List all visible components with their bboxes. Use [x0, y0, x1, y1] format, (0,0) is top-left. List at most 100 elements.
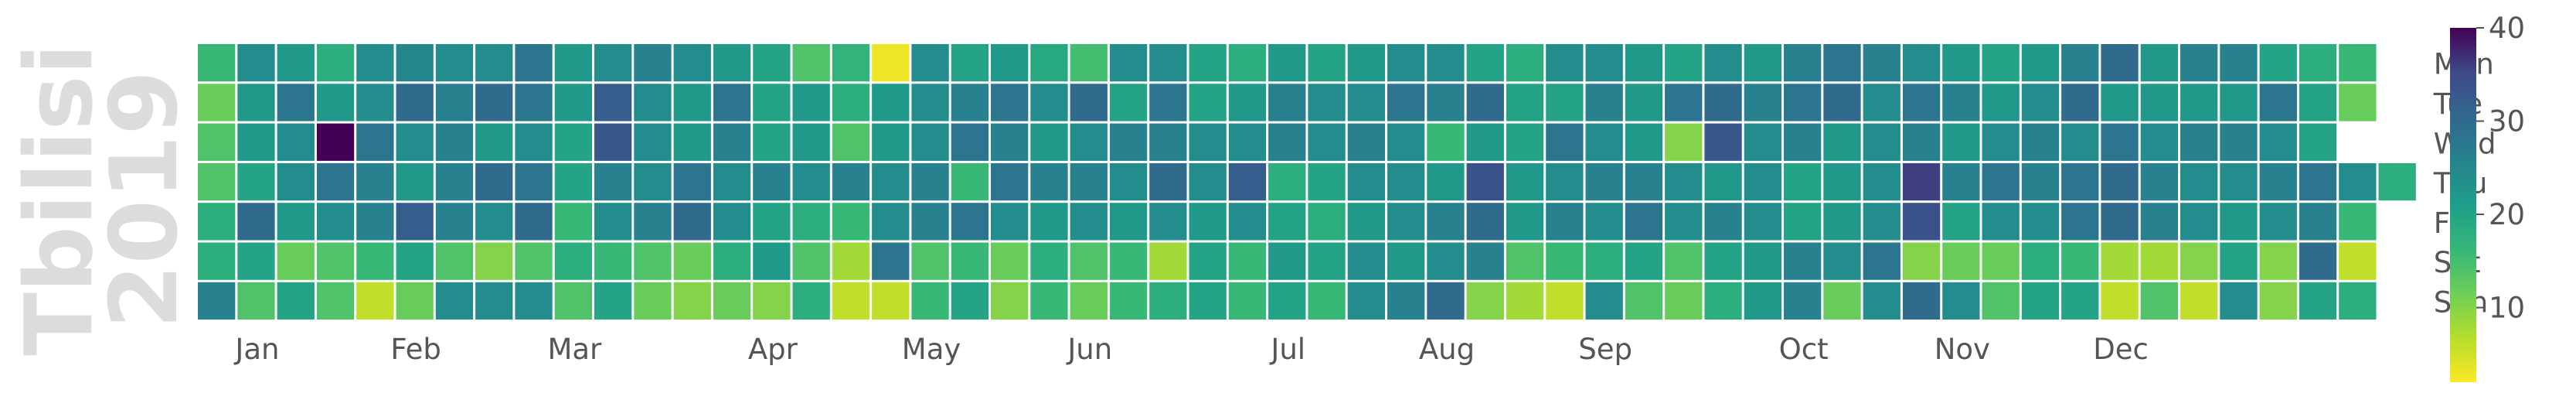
- heatmap-cell: [1863, 203, 1901, 241]
- heatmap-cell: [515, 282, 553, 320]
- heatmap-cell: [1863, 282, 1901, 320]
- heatmap-cell: [1625, 242, 1663, 280]
- heatmap-cell: [991, 44, 1029, 82]
- heatmap-cell: [1387, 203, 1425, 241]
- heatmap-cell: [792, 282, 830, 320]
- heatmap-cell: [1109, 123, 1148, 161]
- heatmap-cell: [1902, 282, 1941, 320]
- heatmap-cell: [1228, 242, 1267, 280]
- heatmap-cell: [1863, 123, 1901, 161]
- heatmap-cell: [1070, 282, 1108, 320]
- heatmap-cell: [396, 84, 434, 121]
- heatmap-cell: [1347, 44, 1385, 82]
- heatmap-cell: [1387, 242, 1425, 280]
- heatmap-cell: [2021, 162, 2060, 201]
- heatmap-cell: [1506, 282, 1544, 320]
- heatmap-cell: [198, 203, 236, 241]
- heatmap-cell: [1149, 84, 1187, 121]
- colorbar-gradient: [2450, 28, 2476, 382]
- heatmap-cell: [1982, 84, 2020, 121]
- heatmap-cell: [2339, 203, 2377, 241]
- month-label: Mar: [547, 333, 602, 366]
- heatmap-cell: [1308, 162, 1346, 201]
- heatmap-cell: [792, 44, 830, 82]
- heatmap-cell: [1308, 84, 1346, 121]
- heatmap-cell: [2259, 44, 2297, 82]
- heatmap-cell: [2180, 282, 2218, 320]
- heatmap-cell: [713, 123, 751, 161]
- heatmap-cell: [396, 162, 434, 201]
- heatmap-cell: [1030, 242, 1068, 280]
- heatmap-cell: [1109, 84, 1148, 121]
- heatmap-cell: [316, 44, 355, 82]
- heatmap-cell: [554, 44, 592, 82]
- heatmap-cell: [1665, 162, 1703, 201]
- heatmap-cell: [1466, 282, 1504, 320]
- heatmap-cell: [435, 282, 474, 320]
- heatmap-cell: [1902, 162, 1941, 201]
- heatmap-cell: [475, 44, 513, 82]
- heatmap-cell: [1189, 282, 1227, 320]
- heatmap-cell: [2101, 123, 2139, 161]
- heatmap-cell: [1149, 242, 1187, 280]
- heatmap-cell: [713, 84, 751, 121]
- heatmap-cell: [554, 242, 592, 280]
- heatmap-cell: [832, 203, 870, 241]
- heatmap-cell: [1784, 44, 1822, 82]
- colorbar-ticks: 10 20 30 40: [2476, 12, 2525, 325]
- heatmap-cell: [1744, 242, 1781, 280]
- heatmap-cell: [594, 242, 632, 280]
- heatmap-cell: [2180, 44, 2218, 82]
- heatmap-cell: [1784, 123, 1822, 161]
- heatmap-cell: [237, 203, 275, 241]
- heatmap-cell: [1149, 44, 1187, 82]
- heatmap-cell: [1585, 84, 1623, 121]
- heatmap-cell: [1268, 123, 1306, 161]
- heatmap-cell: [911, 123, 949, 161]
- heatmap-cell: [1506, 84, 1544, 121]
- month-label: Nov: [1935, 333, 1990, 366]
- heatmap-cell: [1427, 242, 1465, 280]
- heatmap-cell: [1347, 282, 1385, 320]
- heatmap-cell: [1823, 242, 1861, 280]
- heatmap-cell: [396, 282, 434, 320]
- heatmap-cell: [2220, 203, 2258, 241]
- heatmap-cell: [2299, 123, 2337, 161]
- heatmap-cell: [396, 242, 434, 280]
- heatmap-cell: [2140, 203, 2178, 241]
- heatmap-cell: [1070, 44, 1108, 82]
- heatmap-cell: [1982, 123, 2020, 161]
- heatmap-cell: [1387, 162, 1425, 201]
- heatmap-cell: [634, 84, 672, 121]
- heatmap-cell: [2259, 203, 2297, 241]
- heatmap-cell: [951, 203, 989, 241]
- heatmap-cell: [515, 162, 553, 201]
- heatmap-cell: [634, 162, 672, 201]
- heatmap-cell: [1823, 44, 1861, 82]
- heatmap-cell: [1704, 203, 1742, 241]
- heatmap-cell: [2220, 282, 2258, 320]
- heatmap-cell: [2140, 162, 2178, 201]
- heatmap-cell: [1982, 242, 2020, 280]
- heatmap-cell: [396, 203, 434, 241]
- heatmap-cell: [554, 123, 592, 161]
- heatmap-cell: [991, 203, 1029, 241]
- heatmap-cell: [277, 242, 315, 280]
- heatmap-cell: [1347, 84, 1385, 121]
- heatmap-cell: [316, 282, 355, 320]
- heatmap-cell: [2140, 84, 2178, 121]
- month-label: Oct: [1779, 333, 1829, 366]
- heatmap-cell: [911, 84, 949, 121]
- heatmap-cell: [1546, 84, 1584, 121]
- heatmap-cell: [515, 203, 553, 241]
- heatmap-cell: [1427, 44, 1465, 82]
- heatmap-cell: [1189, 242, 1227, 280]
- heatmap-cell: [1704, 282, 1742, 320]
- heatmap-cell: [594, 162, 632, 201]
- heatmap-cell: [198, 162, 236, 201]
- heatmap-cell: [2140, 44, 2178, 82]
- heatmap-cell: [1823, 162, 1861, 201]
- heatmap-cell: [872, 282, 910, 320]
- heatmap-cell: [911, 162, 949, 201]
- heatmap-cell: [1823, 282, 1861, 320]
